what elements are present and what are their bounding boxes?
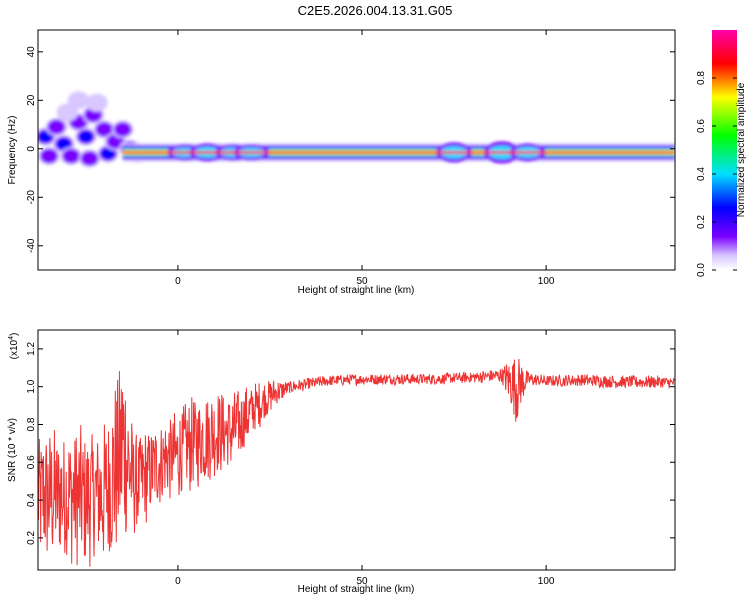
snr-ytick-label: 0.4 — [26, 493, 37, 507]
spectrogram-xlabel: Height of straight line (km) — [298, 285, 415, 296]
snr-multiplier-base: (x10 — [9, 339, 20, 359]
snr-ytick-label: 1.2 — [26, 342, 37, 356]
spectrogram-marks — [38, 91, 675, 168]
heatmap-blob — [78, 149, 101, 168]
spectrogram-ytick-label: 0 — [26, 146, 37, 152]
heatmap-blob — [111, 120, 134, 139]
heatmap-main-trace — [122, 141, 675, 164]
chart-title: C2E5.2026.004.13.31.G05 — [298, 3, 453, 18]
snr-multiplier-exp: 4 — [8, 336, 15, 340]
snr-multiplier: (x104) — [8, 333, 20, 360]
snr-marks — [38, 358, 675, 567]
snr-plot-area — [38, 330, 675, 570]
colorbar-ticks: 0.0 0.2 0.4 0.6 0.8 — [696, 71, 737, 277]
colorbar-tick-label: 0.2 — [696, 215, 707, 229]
spectrogram-ytick-label: 20 — [26, 94, 37, 106]
snr-xlabel: Height of straight line (km) — [298, 584, 415, 595]
spectrogram-xtick-label: 100 — [538, 276, 555, 287]
colorbar-tick-label: 0.4 — [696, 167, 707, 181]
heatmap-blob — [86, 93, 108, 112]
svg-text:(x104): (x104) — [8, 333, 20, 360]
snr-ytick-label: 0.2 — [26, 530, 37, 544]
snr-xtick-label: 100 — [538, 576, 555, 587]
snr-ticks: 0 50 100 0.2 0.4 0.6 0.8 1.0 1.2 — [26, 330, 675, 587]
heatmap-blob — [60, 147, 82, 166]
heatmap-blob — [75, 127, 97, 146]
snr-ytick-label: 0.8 — [26, 417, 37, 431]
spectrogram-xtick-label: 0 — [175, 276, 181, 287]
heatmap-blob — [67, 91, 90, 110]
spectrogram-ytick-label: 40 — [26, 46, 37, 58]
spectrogram-panel: 0 50 100 -40 -20 0 20 40 Height of straight lin… — [7, 29, 676, 296]
snr-frame — [37, 329, 676, 571]
snr-ytick-label: 0.6 — [26, 455, 37, 469]
snr-ytick-label: 1.0 — [26, 379, 37, 393]
heatmap-blob — [45, 117, 68, 136]
snr-ylabel: SNR (10 * v/v) — [7, 418, 18, 482]
colorbar-gradient — [712, 30, 737, 270]
spectrogram-ticks: 0 50 100 -40 -20 0 20 40 — [26, 30, 675, 287]
colorbar-tick-label: 0.6 — [696, 119, 707, 133]
snr-xtick-label: 50 — [356, 576, 368, 587]
spectrogram-ytick-label: -20 — [26, 190, 37, 205]
colorbar-tick-label: 0.8 — [696, 71, 707, 85]
colorbar: 0.0 0.2 0.4 0.6 0.8 Normalized spectral ampl… — [696, 30, 747, 277]
spectrogram-ytick-label: -40 — [26, 238, 37, 253]
spectrogram-frame — [37, 29, 676, 271]
spectrogram-ylabel: Frequency (Hz) — [7, 116, 18, 185]
heatmap-blob — [38, 147, 60, 166]
colorbar-label: Normalized spectral amplitude — [736, 82, 747, 217]
colorbar-tick-label: 0.0 — [696, 263, 707, 277]
snr-panel: 0 50 100 0.2 0.4 0.6 0.8 1.0 1.2 Height of strai… — [7, 329, 676, 595]
snr-xtick-label: 0 — [175, 576, 181, 587]
heatmap-trace-core — [122, 151, 675, 154]
spectrogram-xtick-label: 50 — [356, 276, 368, 287]
snr-series-line — [38, 358, 675, 567]
